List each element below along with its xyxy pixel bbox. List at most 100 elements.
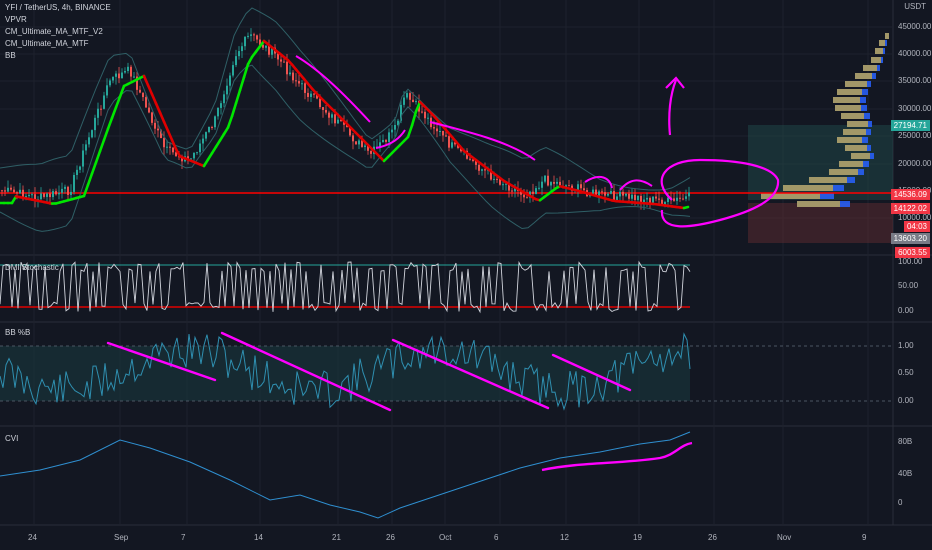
- vpvr-bar-down-7: [837, 89, 862, 95]
- candle-body-175: [526, 197, 528, 199]
- price-tag: 04:03: [903, 221, 930, 232]
- vpvr-bar-down-19: [783, 185, 833, 191]
- ma-seg-28: [110, 106, 118, 120]
- price-tag: 27194.71: [890, 120, 930, 131]
- cvi-pane-title[interactable]: CVI: [5, 434, 19, 443]
- candle-body-43: [130, 66, 132, 77]
- candle-body-182: [547, 175, 549, 186]
- candle-body-23: [70, 191, 72, 195]
- candle-body-119: [358, 140, 360, 145]
- candle-body-50: [151, 112, 153, 123]
- candle-body-35: [106, 85, 108, 96]
- vpvr-bar-down-14: [845, 145, 867, 151]
- candle-body-62: [187, 156, 189, 159]
- candle-body-55: [166, 146, 168, 148]
- candle-body-3: [10, 187, 12, 190]
- candle-body-74: [223, 94, 225, 104]
- candle-body-184: [553, 182, 555, 184]
- vpvr-bar-down-20: [761, 193, 820, 199]
- candle-body-114: [343, 121, 345, 125]
- stoch-tick: 100.00: [898, 257, 923, 266]
- vpvr-bar-down-1: [879, 40, 885, 46]
- candle-body-4: [13, 189, 15, 193]
- candle-body-192: [577, 184, 579, 191]
- indicator-cm-ma[interactable]: CM_Ultimate_MA_MTF: [5, 39, 89, 48]
- candle-body-93: [280, 59, 282, 62]
- candle-body-180: [541, 181, 543, 188]
- vpvr-bar-down-17: [829, 169, 858, 175]
- candle-body-22: [67, 186, 69, 195]
- candle-body-121: [364, 145, 366, 147]
- ma-seg-62: [246, 55, 254, 66]
- ma-seg-102: [406, 124, 414, 139]
- candle-body-208: [625, 193, 627, 196]
- stoch-pane-title[interactable]: DMI Stochastic: [5, 263, 59, 272]
- candle-body-58: [175, 152, 177, 157]
- currency-label: USDT: [904, 2, 926, 11]
- candle-body-10: [31, 194, 33, 196]
- candle-body-19: [58, 192, 60, 195]
- candle-body-227: [682, 198, 684, 200]
- ma-seg-30: [118, 84, 126, 98]
- candle-body-1: [4, 190, 6, 192]
- annotation-arc-1: [584, 175, 613, 189]
- candle-body-220: [661, 199, 663, 205]
- candle-body-211: [634, 194, 636, 201]
- candle-body-111: [334, 114, 336, 124]
- candle-body-78: [235, 56, 237, 66]
- candle-body-95: [286, 61, 288, 75]
- indicator-bb[interactable]: BB: [5, 51, 16, 60]
- vpvr-bar-down-12: [843, 129, 866, 135]
- price-tick: 30000.00: [898, 104, 932, 113]
- candle-body-147: [442, 131, 444, 136]
- candle-body-9: [28, 194, 30, 197]
- candle-body-207: [622, 191, 624, 196]
- time-tick: 21: [332, 533, 341, 542]
- candle-body-132: [397, 120, 399, 126]
- candle-body-24: [73, 175, 75, 192]
- candle-body-158: [475, 161, 477, 165]
- annotation-arrow-head: [665, 76, 685, 89]
- candle-body-76: [229, 75, 231, 86]
- time-tick: Sep: [114, 533, 129, 542]
- candle-body-126: [379, 142, 381, 147]
- candle-body-210: [631, 194, 633, 199]
- annotation-bbp-trend-3: [391, 338, 550, 410]
- candle-body-177: [532, 191, 534, 194]
- time-tick: 19: [633, 533, 642, 542]
- candle-body-153: [460, 147, 462, 152]
- vpvr-bar-down-4: [863, 65, 877, 71]
- candle-body-100: [301, 83, 303, 85]
- candle-body-70: [211, 126, 213, 128]
- candle-body-38: [115, 73, 117, 77]
- candle-body-113: [340, 119, 342, 122]
- candle-body-72: [217, 107, 219, 117]
- candle-body-115: [346, 124, 348, 128]
- annotation-arc-2: [619, 179, 653, 191]
- candle-body-0: [1, 190, 3, 192]
- candle-body-157: [472, 159, 474, 162]
- indicator-vpvr[interactable]: VPVR: [5, 15, 27, 24]
- candle-body-133: [400, 104, 402, 121]
- candle-body-216: [649, 197, 651, 203]
- bbp-pane-title[interactable]: BB %B: [5, 328, 31, 337]
- annotation-arrow-shaft: [668, 79, 678, 136]
- bbp-line: [0, 332, 691, 411]
- candle-body-71: [214, 116, 216, 128]
- candle-body-134: [403, 97, 405, 105]
- candle-body-142: [427, 117, 429, 119]
- candle-body-161: [484, 169, 486, 171]
- vpvr-bar-down-8: [833, 97, 860, 103]
- candle-body-47: [142, 92, 144, 98]
- candle-body-181: [544, 175, 546, 182]
- vpvr-bar-down-3: [871, 57, 881, 63]
- time-tick: 26: [708, 533, 717, 542]
- candle-body-174: [523, 194, 525, 198]
- ma-seg-26: [102, 127, 110, 142]
- candle-body-193: [580, 184, 582, 189]
- candle-body-107: [322, 107, 324, 110]
- indicator-cm-ma-v2[interactable]: CM_Ultimate_MA_MTF_V2: [5, 27, 103, 36]
- candle-body-29: [88, 137, 90, 145]
- candle-body-204: [613, 191, 615, 201]
